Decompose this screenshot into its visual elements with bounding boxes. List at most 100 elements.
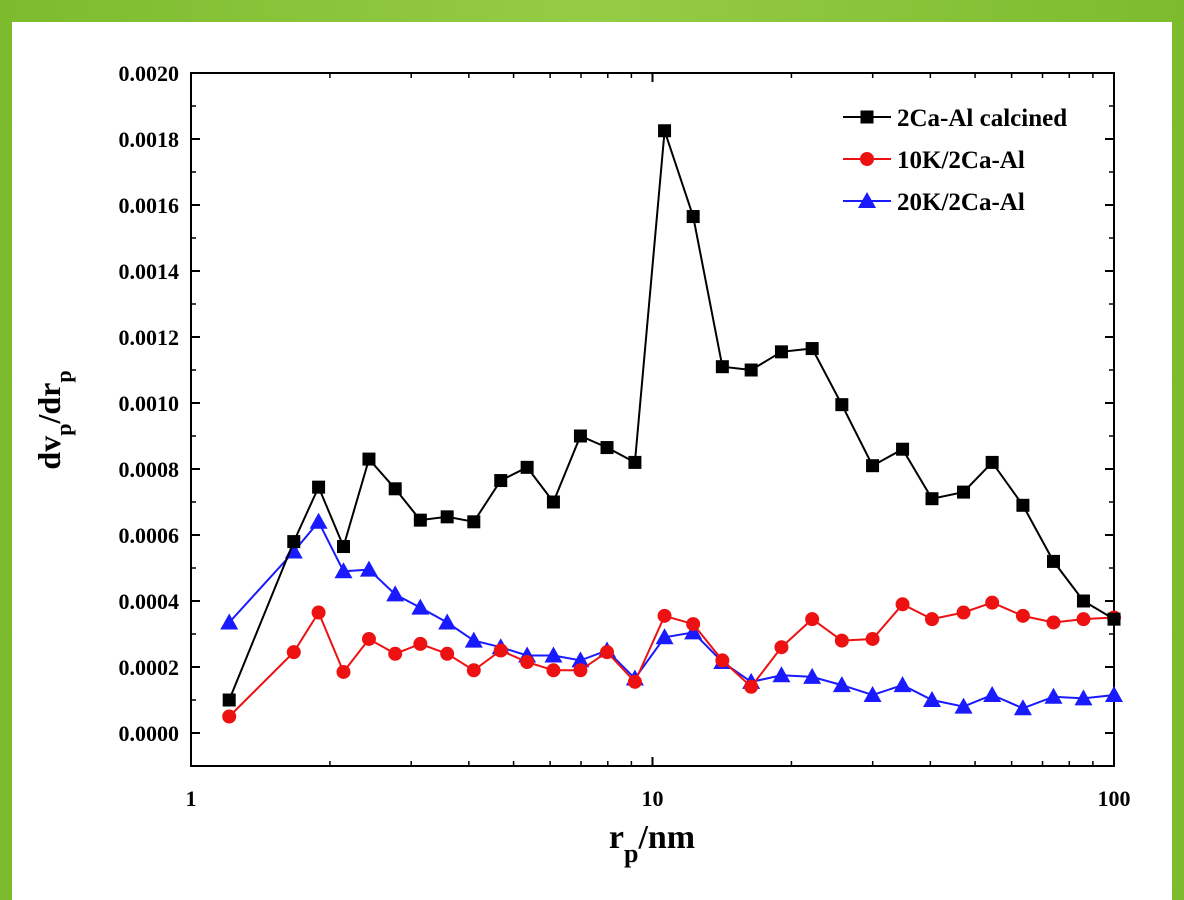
data-point (413, 513, 427, 527)
data-point (520, 460, 534, 474)
series-line (228, 519, 1115, 710)
axes (190, 72, 1115, 767)
series-line (228, 130, 1115, 701)
data-point (411, 598, 430, 615)
legend-label: 20K/2Ca-Al (897, 189, 1025, 216)
data-point (222, 709, 237, 724)
legend-label: 10K/2Ca-Al (897, 147, 1025, 174)
x-tick-label: 10 (642, 786, 664, 811)
data-point (863, 686, 882, 703)
chart-panel (12, 22, 1172, 900)
data-point (924, 612, 939, 627)
legend-marker (858, 192, 876, 208)
data-point (628, 455, 642, 469)
data-point (312, 480, 326, 494)
data-point (544, 646, 563, 663)
legend-marker (860, 152, 874, 166)
svg-text:rp/nm: rp/nm (609, 819, 695, 868)
data-point (1105, 686, 1123, 703)
x-title-suffix: /nm (637, 819, 695, 856)
y-tick-label: 0.0000 (119, 721, 180, 746)
data-point (336, 540, 350, 554)
data-point (657, 608, 672, 623)
data-point (957, 485, 971, 499)
y-tick-label: 0.0008 (119, 457, 180, 482)
data-point (600, 645, 615, 660)
data-point (954, 697, 973, 714)
tick-labels: 0.0000 0.0002 0.0004 0.0006 0.0008 0.0010 0.00… (119, 61, 1131, 811)
legend-marker (860, 110, 874, 124)
svg-text:dvp/drp: dvp/drp (31, 370, 76, 469)
y-tick-label: 0.0018 (119, 127, 180, 152)
data-point (573, 663, 588, 678)
data-point (1015, 608, 1030, 623)
legend: 2Ca-Al calcined 10K/2Ca-Al 20K/2Ca-Al (843, 105, 1067, 216)
data-point (985, 595, 1000, 610)
data-point (865, 631, 880, 646)
data-point (956, 605, 971, 620)
data-point (1076, 612, 1091, 627)
data-point (744, 363, 758, 377)
data-point (361, 631, 376, 646)
data-point (464, 631, 483, 648)
data-point (983, 686, 1002, 703)
data-point (805, 342, 819, 356)
data-point (388, 482, 402, 496)
x-tick-label: 100 (1098, 786, 1131, 811)
y-tick-label: 0.0006 (119, 523, 180, 548)
data-point (896, 442, 910, 456)
y-title-dr: /dr (31, 383, 67, 425)
data-point (571, 651, 590, 668)
data-point (835, 398, 849, 412)
data-point (600, 441, 614, 455)
y-title-dv: dv (31, 436, 67, 470)
x-title-r: r (609, 819, 624, 856)
data-point (362, 452, 376, 466)
data-point (286, 645, 301, 660)
data-point (715, 360, 729, 374)
data-point (336, 664, 351, 679)
data-point (655, 628, 674, 645)
plot-frame (190, 72, 1115, 767)
data-point (493, 643, 508, 658)
y-tick-label: 0.0004 (119, 589, 180, 614)
data-point (1046, 615, 1061, 630)
data-point (686, 210, 700, 224)
data-point (1076, 594, 1090, 608)
data-point (359, 560, 378, 577)
series-2 (220, 512, 1123, 716)
y-title-sub-1: p (51, 424, 76, 436)
data-point (311, 605, 326, 620)
data-point (772, 666, 791, 683)
data-point (466, 663, 481, 678)
data-point (834, 633, 849, 648)
series-0 (222, 124, 1121, 707)
data-point (1074, 689, 1093, 706)
y-tick-label: 0.0020 (119, 61, 180, 86)
data-point (658, 124, 672, 138)
data-point (309, 512, 328, 529)
data-point (832, 676, 851, 693)
data-point (388, 646, 403, 661)
data-point (774, 640, 789, 655)
data-point (413, 636, 428, 651)
legend-item: 2Ca-Al calcined (843, 105, 1067, 132)
y-tick-label: 0.0002 (119, 655, 180, 680)
y-axis-title: dvp/drp (31, 370, 76, 469)
data-point (895, 597, 910, 612)
data-point (546, 495, 560, 509)
data-point (573, 429, 587, 443)
data-point (1016, 498, 1030, 512)
data-point (893, 676, 912, 693)
data-point (803, 667, 822, 684)
series-layer (220, 124, 1123, 724)
data-point (1013, 699, 1032, 716)
legend-item: 20K/2Ca-Al (843, 189, 1025, 216)
x-tick-label: 1 (186, 786, 197, 811)
y-tick-label: 0.0010 (119, 391, 180, 416)
series-1 (222, 595, 1121, 724)
y-tick-label: 0.0012 (119, 325, 180, 350)
data-point (438, 613, 457, 630)
data-point (985, 455, 999, 469)
